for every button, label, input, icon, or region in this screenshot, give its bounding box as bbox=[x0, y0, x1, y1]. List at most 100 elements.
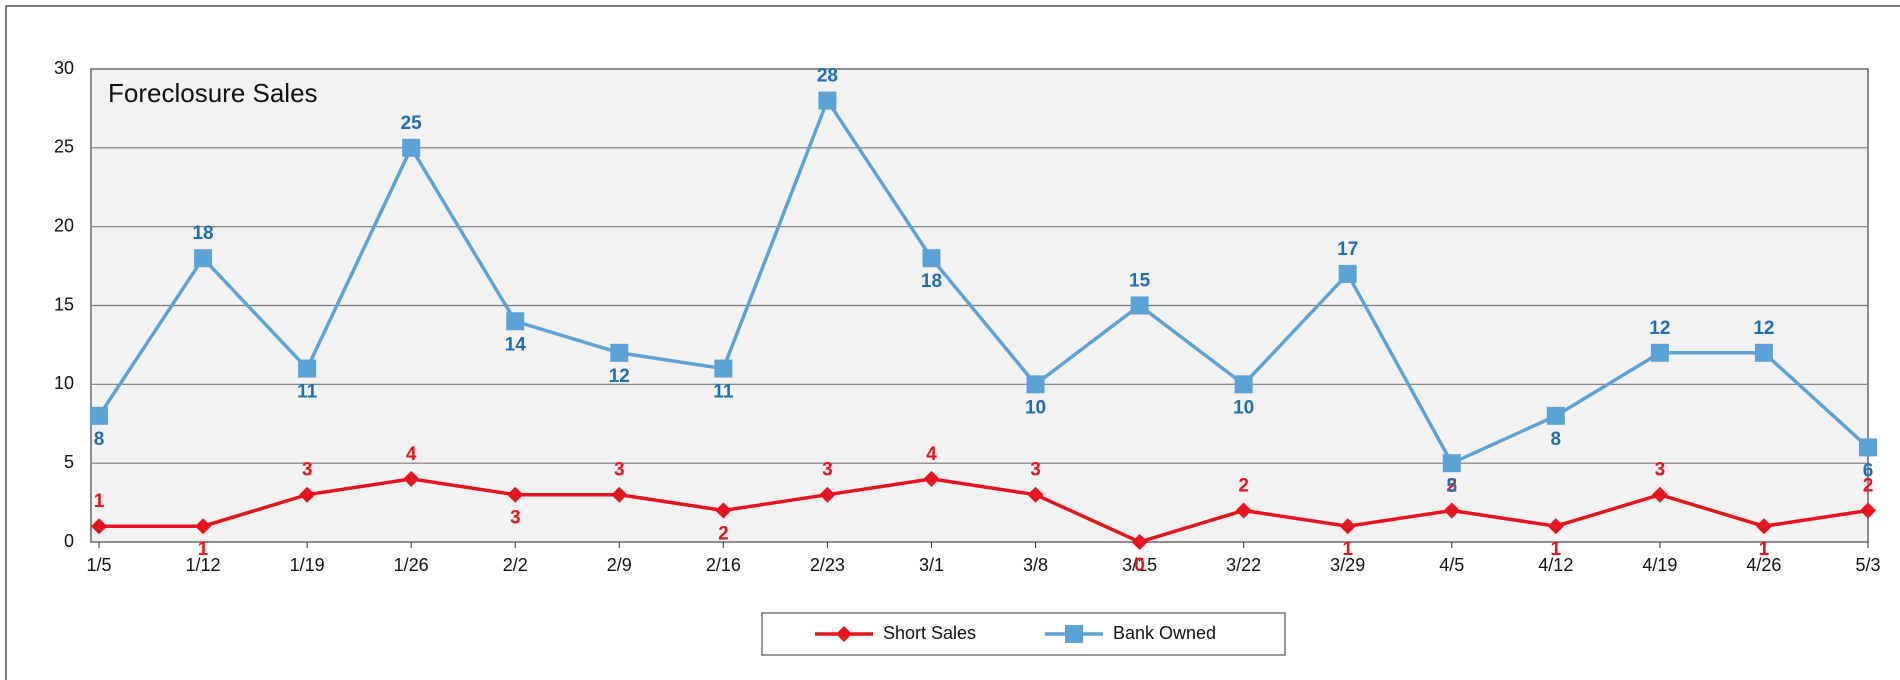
x-tick-label: 5/3 bbox=[1855, 555, 1880, 575]
marker bbox=[195, 518, 212, 535]
data-label: 11 bbox=[713, 382, 734, 403]
y-tick-label: 20 bbox=[54, 215, 74, 235]
data-label: 1 bbox=[1759, 539, 1770, 560]
y-tick-label: 25 bbox=[54, 137, 74, 157]
marker bbox=[90, 406, 108, 425]
x-tick-label: 3/29 bbox=[1330, 555, 1365, 575]
x-tick-label: 2/2 bbox=[503, 555, 528, 575]
x-tick-label: 4/19 bbox=[1642, 555, 1677, 575]
data-label: 3 bbox=[822, 460, 833, 481]
data-label: 12 bbox=[1649, 318, 1670, 339]
x-tick-label: 1/26 bbox=[394, 555, 429, 575]
data-label: 2 bbox=[1238, 475, 1249, 496]
data-label: 12 bbox=[609, 366, 630, 387]
marker bbox=[922, 249, 941, 268]
data-label: 2 bbox=[1446, 475, 1457, 496]
data-label: 10 bbox=[1025, 397, 1046, 418]
data-label: 3 bbox=[510, 508, 521, 529]
data-label: 1 bbox=[94, 491, 105, 512]
marker bbox=[1650, 343, 1669, 362]
marker bbox=[836, 626, 852, 642]
marker bbox=[298, 359, 317, 378]
marker bbox=[1443, 502, 1460, 519]
x-tick-label: 3/1 bbox=[919, 555, 944, 575]
data-label: 1 bbox=[1551, 539, 1562, 560]
series-line bbox=[97, 96, 1870, 466]
x-tick-label: 2/9 bbox=[607, 555, 632, 575]
data-label: 28 bbox=[817, 66, 838, 87]
data-label: 4 bbox=[926, 444, 937, 465]
marker bbox=[1651, 486, 1668, 503]
y-tick-label: 5 bbox=[64, 452, 74, 472]
x-tick-label: 1/12 bbox=[186, 555, 221, 575]
marker bbox=[1026, 375, 1045, 394]
marker bbox=[506, 312, 525, 331]
data-label: 10 bbox=[1233, 397, 1254, 418]
marker bbox=[507, 486, 524, 503]
marker bbox=[1754, 343, 1773, 362]
data-label: 25 bbox=[401, 113, 423, 134]
marker bbox=[1442, 454, 1461, 473]
x-tick-label: 1/5 bbox=[86, 555, 111, 575]
data-label: 17 bbox=[1337, 239, 1358, 260]
y-tick-label: 0 bbox=[64, 531, 74, 551]
marker bbox=[923, 470, 940, 487]
marker bbox=[819, 486, 836, 503]
marker bbox=[610, 343, 629, 362]
x-tick-label: 4/5 bbox=[1439, 555, 1464, 575]
marker bbox=[403, 470, 420, 487]
marker bbox=[611, 486, 628, 503]
marker bbox=[1235, 502, 1252, 519]
data-label: 8 bbox=[94, 429, 105, 450]
data-label: 2 bbox=[718, 523, 729, 544]
data-label: 14 bbox=[505, 334, 527, 355]
x-tick-label: 2/16 bbox=[706, 555, 741, 575]
marker bbox=[1339, 518, 1356, 535]
marker bbox=[1755, 518, 1772, 535]
x-tick-label: 3/22 bbox=[1226, 555, 1261, 575]
data-label: 2 bbox=[1863, 475, 1874, 496]
marker bbox=[715, 502, 732, 519]
x-tick-label: 3/15 bbox=[1122, 555, 1157, 575]
marker bbox=[1131, 534, 1148, 550]
data-label: 0 bbox=[1134, 555, 1145, 576]
data-label: 5 bbox=[1446, 476, 1457, 497]
data-label: 11 bbox=[297, 382, 318, 403]
x-tick-label: 3/8 bbox=[1023, 555, 1048, 575]
data-label: 1 bbox=[1342, 539, 1353, 560]
legend-label: Bank Owned bbox=[1113, 623, 1216, 643]
chart-title: Foreclosure Sales bbox=[108, 78, 318, 108]
frame bbox=[5, 5, 1900, 680]
marker bbox=[1027, 486, 1044, 503]
marker bbox=[1859, 438, 1877, 457]
x-tick-label: 4/26 bbox=[1746, 555, 1781, 575]
marker bbox=[818, 91, 837, 110]
series-line bbox=[99, 477, 1869, 544]
x-tick-label: 4/12 bbox=[1538, 555, 1573, 575]
marker bbox=[1546, 406, 1565, 425]
data-label: 6 bbox=[1863, 460, 1874, 481]
data-label: 3 bbox=[302, 460, 313, 481]
data-label: 18 bbox=[192, 223, 213, 244]
data-label: 3 bbox=[1655, 460, 1666, 481]
data-label: 12 bbox=[1753, 318, 1774, 339]
marker bbox=[1547, 518, 1564, 535]
marker bbox=[299, 486, 316, 503]
data-label: 18 bbox=[921, 271, 942, 292]
marker bbox=[1234, 375, 1253, 394]
marker bbox=[194, 249, 213, 268]
marker bbox=[1338, 264, 1357, 283]
legend-label: Short Sales bbox=[883, 623, 976, 643]
y-tick-label: 15 bbox=[54, 294, 74, 314]
y-tick-label: 10 bbox=[54, 373, 74, 393]
marker bbox=[91, 518, 107, 535]
y-tick-label: 30 bbox=[54, 58, 74, 78]
marker bbox=[402, 138, 421, 157]
data-label: 3 bbox=[1030, 460, 1041, 481]
x-tick-label: 1/19 bbox=[290, 555, 325, 575]
marker bbox=[1860, 502, 1876, 519]
data-label: 1 bbox=[198, 539, 209, 560]
data-label: 8 bbox=[1551, 429, 1562, 450]
x-tick-label: 2/23 bbox=[810, 555, 845, 575]
